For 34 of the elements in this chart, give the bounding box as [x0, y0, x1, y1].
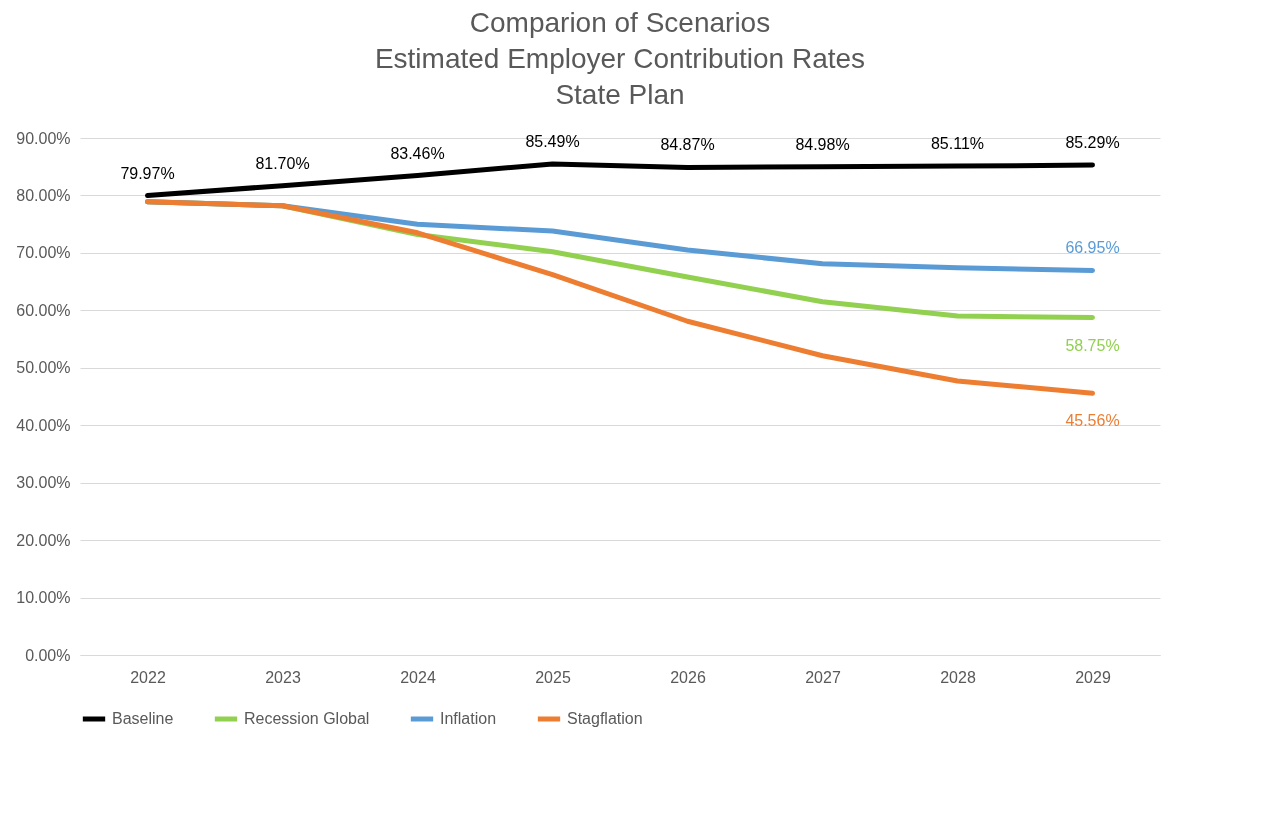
legend-label: Recession Global	[244, 710, 370, 727]
x-tick-label: 2025	[535, 668, 571, 686]
data-label: 85.29%	[1065, 134, 1120, 152]
x-tick-label: 2024	[400, 668, 436, 686]
legend-label: Baseline	[112, 710, 174, 727]
y-tick-label: 0.00%	[25, 646, 71, 664]
data-label: 85.11%	[930, 135, 985, 153]
x-tick-label: 2028	[940, 668, 976, 686]
data-label: 45.56%	[1065, 412, 1120, 430]
data-label: 84.87%	[660, 136, 715, 154]
x-tick-label: 2022	[130, 668, 166, 686]
x-tick-label: 2027	[805, 668, 841, 686]
y-tick-label: 80.00%	[16, 186, 71, 204]
y-tick-label: 20.00%	[16, 531, 71, 549]
y-tick-label: 50.00%	[16, 359, 71, 377]
legend-label: Stagflation	[567, 710, 643, 727]
y-tick-label: 40.00%	[16, 416, 71, 434]
y-tick-label: 60.00%	[16, 301, 71, 319]
x-tick-label: 2029	[1075, 668, 1111, 686]
data-label: 84.98%	[795, 135, 850, 153]
y-tick-label: 70.00%	[16, 244, 71, 262]
data-label: 85.49%	[525, 132, 580, 150]
x-tick-label: 2026	[670, 668, 706, 686]
y-tick-label: 30.00%	[16, 474, 71, 492]
data-label: 79.97%	[120, 164, 175, 182]
legend-label: Inflation	[440, 710, 497, 727]
y-tick-label: 10.00%	[16, 589, 71, 607]
y-tick-label: 90.00%	[16, 129, 71, 147]
data-label: 58.75%	[1065, 336, 1120, 354]
chart-title: Comparion of Scenarios Estimated Employer Contribution Rates State Plan	[374, 7, 866, 110]
data-label: 83.46%	[390, 144, 445, 162]
x-tick-label: 2023	[265, 668, 301, 686]
data-label: 66.95%	[1065, 239, 1120, 257]
data-label: 81.70%	[255, 154, 310, 172]
